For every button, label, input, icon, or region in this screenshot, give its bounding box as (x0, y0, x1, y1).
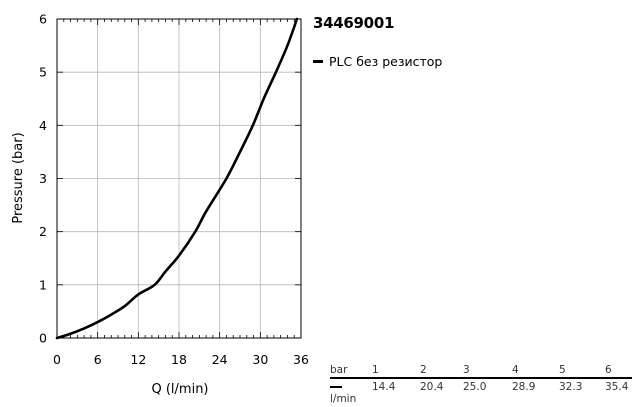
x-tick-label: 12 (130, 352, 146, 367)
legend-swatch (313, 60, 323, 63)
table-header-row: bar 1 2 3 4 5 6 (330, 364, 634, 379)
chart-title: 34469001 (313, 14, 395, 32)
y-tick-label: 2 (39, 224, 47, 239)
table-rule (330, 377, 632, 379)
table-flow-3: 25.0 (463, 381, 487, 393)
series-line (55, 17, 299, 340)
table-pressure-4: 4 (512, 364, 519, 376)
table-flow-row: 14.4 20.4 25.0 28.9 32.3 35.4 (330, 381, 634, 395)
y-tick-label: 6 (39, 12, 47, 27)
table-flow-4: 28.9 (512, 381, 536, 393)
x-tick-label: 18 (171, 352, 187, 367)
table-unit-marker (330, 381, 342, 393)
y-tick-label: 3 (39, 171, 47, 186)
table-header-label: bar (330, 364, 348, 376)
plot-frame (56, 18, 302, 339)
table-series-line (330, 386, 342, 388)
table-pressure-5: 5 (559, 364, 566, 376)
series-layer (55, 17, 299, 340)
y-tick-label: 5 (39, 65, 47, 80)
x-tick-label: 30 (252, 352, 268, 367)
y-tick-label: 4 (39, 118, 47, 133)
table-flow-6: 35.4 (605, 381, 629, 393)
table-pressure-1: 1 (372, 364, 379, 376)
table-unit-label: l/min (330, 393, 357, 405)
legend: PLC без резистор (313, 54, 442, 69)
table-flow-1: 14.4 (372, 381, 396, 393)
x-tick-label: 24 (212, 352, 228, 367)
y-tick-label: 0 (39, 331, 47, 346)
table-pressure-3: 3 (463, 364, 470, 376)
x-tick-label: 36 (293, 352, 309, 367)
y-tick-label: 1 (39, 277, 47, 292)
table-unit-row: l/min (330, 393, 634, 407)
y-axis-label: Pressure (bar) (11, 132, 26, 223)
x-axis-label: Q (l/min) (151, 382, 208, 397)
legend-label: PLC без резистор (329, 54, 443, 69)
pressure-flow-table: bar 1 2 3 4 5 6 14.4 20.4 25.0 28.9 32.3… (330, 364, 634, 407)
table-pressure-2: 2 (420, 364, 427, 376)
grid-lines (57, 19, 301, 338)
table-flow-2: 20.4 (420, 381, 444, 393)
x-tick-label: 0 (53, 352, 61, 367)
x-tick-label: 6 (94, 352, 102, 367)
table-flow-5: 32.3 (559, 381, 583, 393)
table-pressure-6: 6 (605, 364, 612, 376)
